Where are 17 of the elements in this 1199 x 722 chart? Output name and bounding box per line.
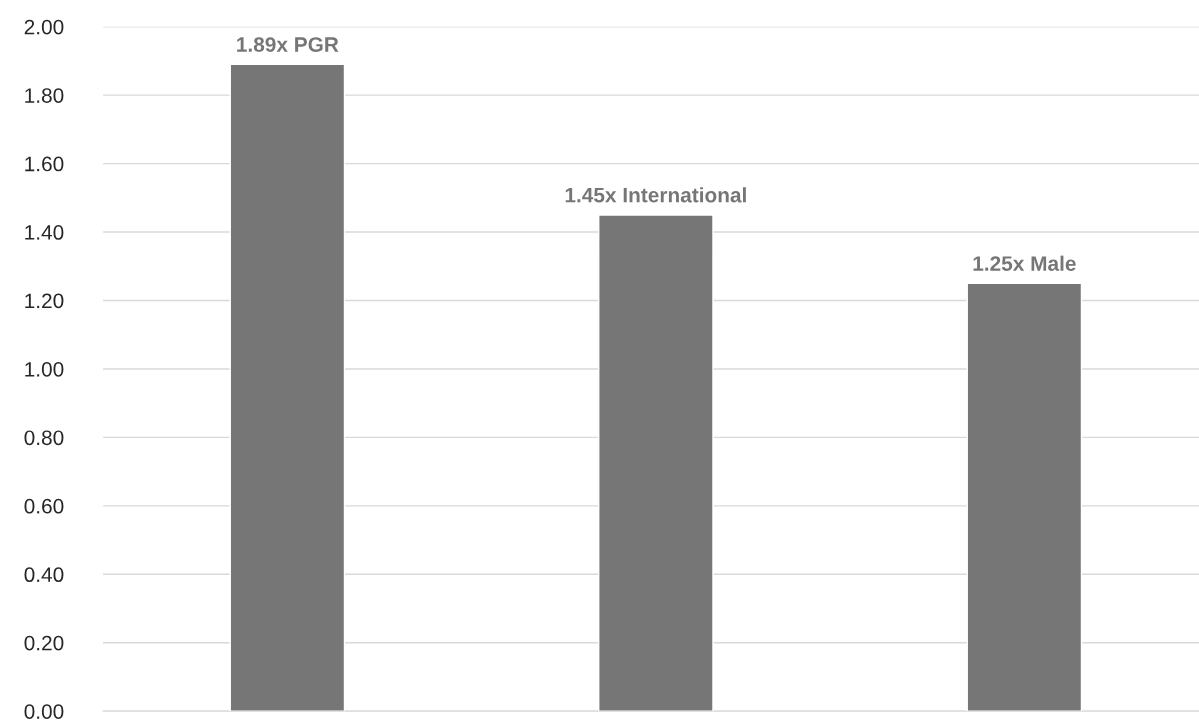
data-label: 1.89x PGR [237, 37, 339, 52]
y-tick-label: 0.40 [24, 567, 64, 583]
bar [229, 63, 346, 712]
y-tick-label: 1.60 [25, 156, 64, 172]
y-tick-label: 1.20 [25, 293, 64, 309]
y-tick-label: 0.00 [24, 704, 64, 719]
data-label: 1.45x International [565, 187, 746, 203]
y-tick-label: 1.40 [25, 225, 64, 240]
y-tick-label: 0.80 [24, 430, 64, 446]
y-tick-label: 1.80 [25, 88, 64, 103]
bar [598, 214, 714, 712]
y-tick-label: 2.00 [24, 19, 64, 35]
data-label: 1.25x Male [973, 255, 1076, 271]
y-tick-label: 0.20 [24, 635, 64, 651]
y-tick-label: 1.00 [25, 361, 64, 377]
y-tick-label: 0.60 [24, 498, 64, 514]
bar [966, 282, 1083, 712]
